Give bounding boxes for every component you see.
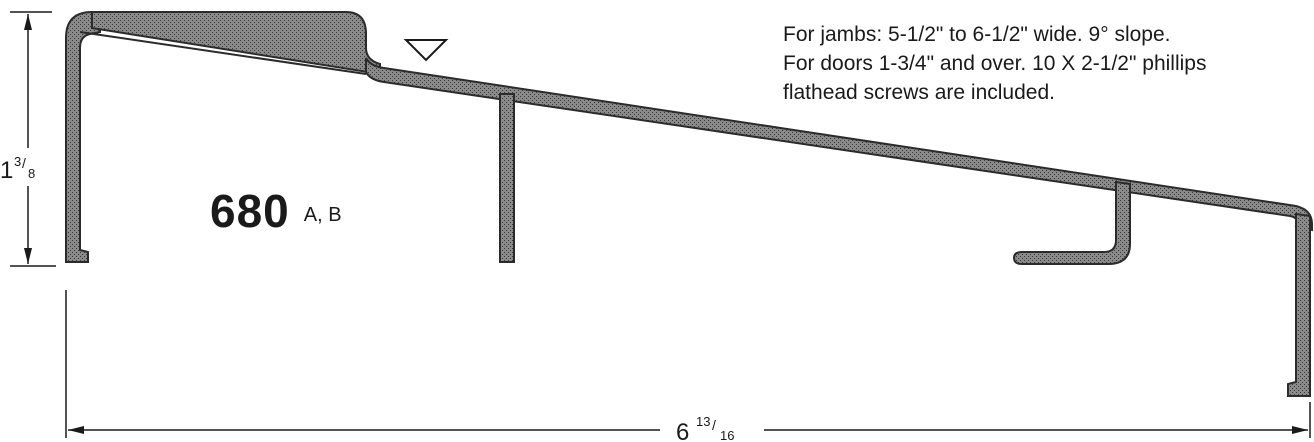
width-frac-den: 16 (720, 428, 734, 442)
svg-text:/: / (712, 417, 716, 433)
left-leg (65, 11, 101, 263)
height-frac-den: 8 (28, 166, 35, 181)
center-rib (499, 93, 515, 263)
model-variants: A, B (303, 204, 342, 226)
product-notes: For jambs: 5-1/2" to 6-1/2" wide. 9° slo… (783, 20, 1303, 107)
notes-line-3: flathead screws are included. (783, 81, 1055, 104)
height-dimension: 1 3 / 8 (0, 11, 56, 267)
triangle-down-icon (403, 39, 449, 62)
plate-underside-left (79, 31, 367, 75)
raised-stop-block (91, 11, 381, 76)
width-dimension: 6 13 / 16 (65, 290, 1311, 442)
width-whole: 6 (676, 419, 689, 442)
notes-line-2: For doors 1-3/4" and over. 10 X 2-1/2" p… (783, 52, 1207, 75)
model-number: 680 (210, 185, 290, 237)
right-leg (1287, 212, 1311, 397)
height-whole: 1 (0, 157, 13, 184)
hook-flange (1012, 180, 1131, 265)
notes-line-1: For jambs: 5-1/2" to 6-1/2" wide. 9° slo… (783, 23, 1171, 46)
model-label: 680 A, B (210, 184, 342, 238)
height-frac-num: 3 (14, 154, 21, 169)
svg-text:/: / (22, 155, 26, 171)
threshold-profile (65, 11, 1313, 397)
width-frac-num: 13 (696, 414, 710, 429)
